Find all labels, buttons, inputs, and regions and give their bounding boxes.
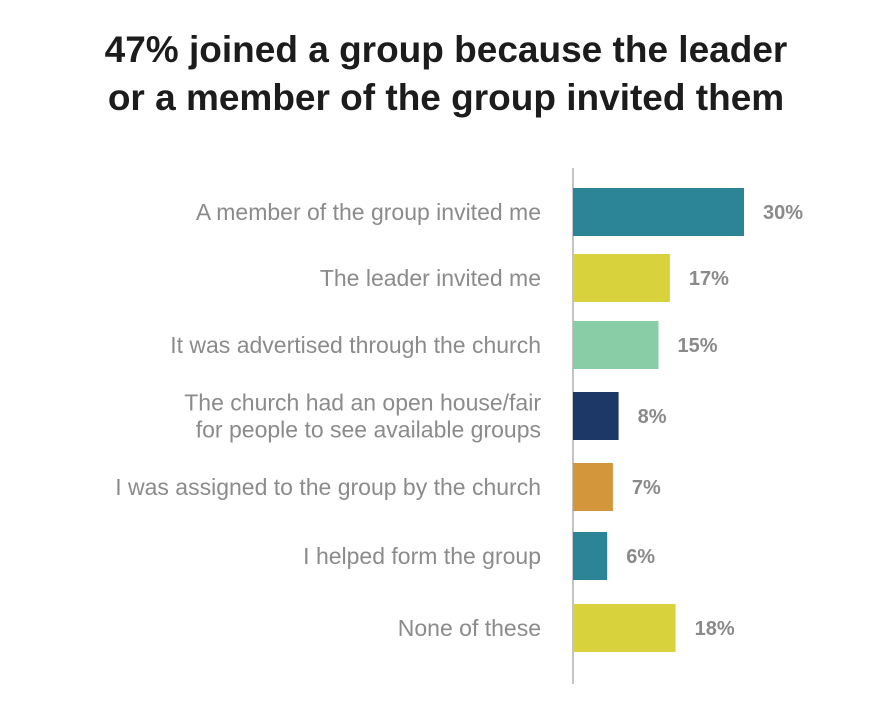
bar-4 bbox=[573, 392, 619, 440]
value-label-7: 18% bbox=[695, 618, 735, 640]
category-label-7: None of these bbox=[398, 615, 541, 641]
category-label-1: A member of the group invited me bbox=[196, 199, 541, 225]
value-label-2: 17% bbox=[689, 268, 729, 290]
value-label-5: 7% bbox=[632, 477, 661, 499]
category-label-6: I helped form the group bbox=[303, 543, 541, 569]
chart-title: 47% joined a group because the leader or… bbox=[104, 29, 788, 118]
category-label-4: The church had an open house/fair for peo… bbox=[184, 390, 541, 443]
value-label-4: 8% bbox=[638, 406, 667, 428]
category-label-2: The leader invited me bbox=[320, 265, 541, 291]
bar-3 bbox=[573, 321, 659, 369]
category-label-3: It was advertised through the church bbox=[170, 332, 541, 358]
value-label-1: 30% bbox=[763, 202, 803, 224]
bar-5 bbox=[573, 463, 613, 511]
value-label-3: 15% bbox=[678, 335, 718, 357]
category-label-5: I was assigned to the group by the churc… bbox=[115, 474, 541, 500]
bar-2 bbox=[573, 254, 670, 302]
value-label-6: 6% bbox=[626, 546, 655, 568]
bar-1 bbox=[573, 188, 744, 236]
bar-7 bbox=[573, 604, 676, 652]
bar-6 bbox=[573, 532, 608, 580]
